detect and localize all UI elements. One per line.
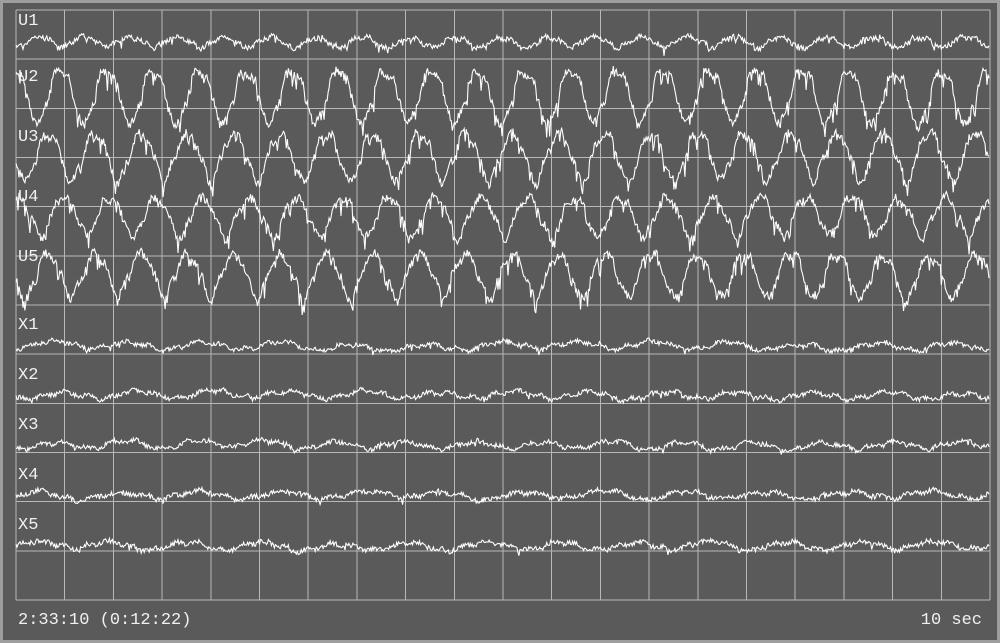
plot-svg xyxy=(3,3,1000,643)
grid xyxy=(16,10,990,600)
signal-recorder-screenshot: U1U2U3U4U5X1X2X3X4X52:33:10 (0:12:22)10 … xyxy=(0,0,1000,643)
